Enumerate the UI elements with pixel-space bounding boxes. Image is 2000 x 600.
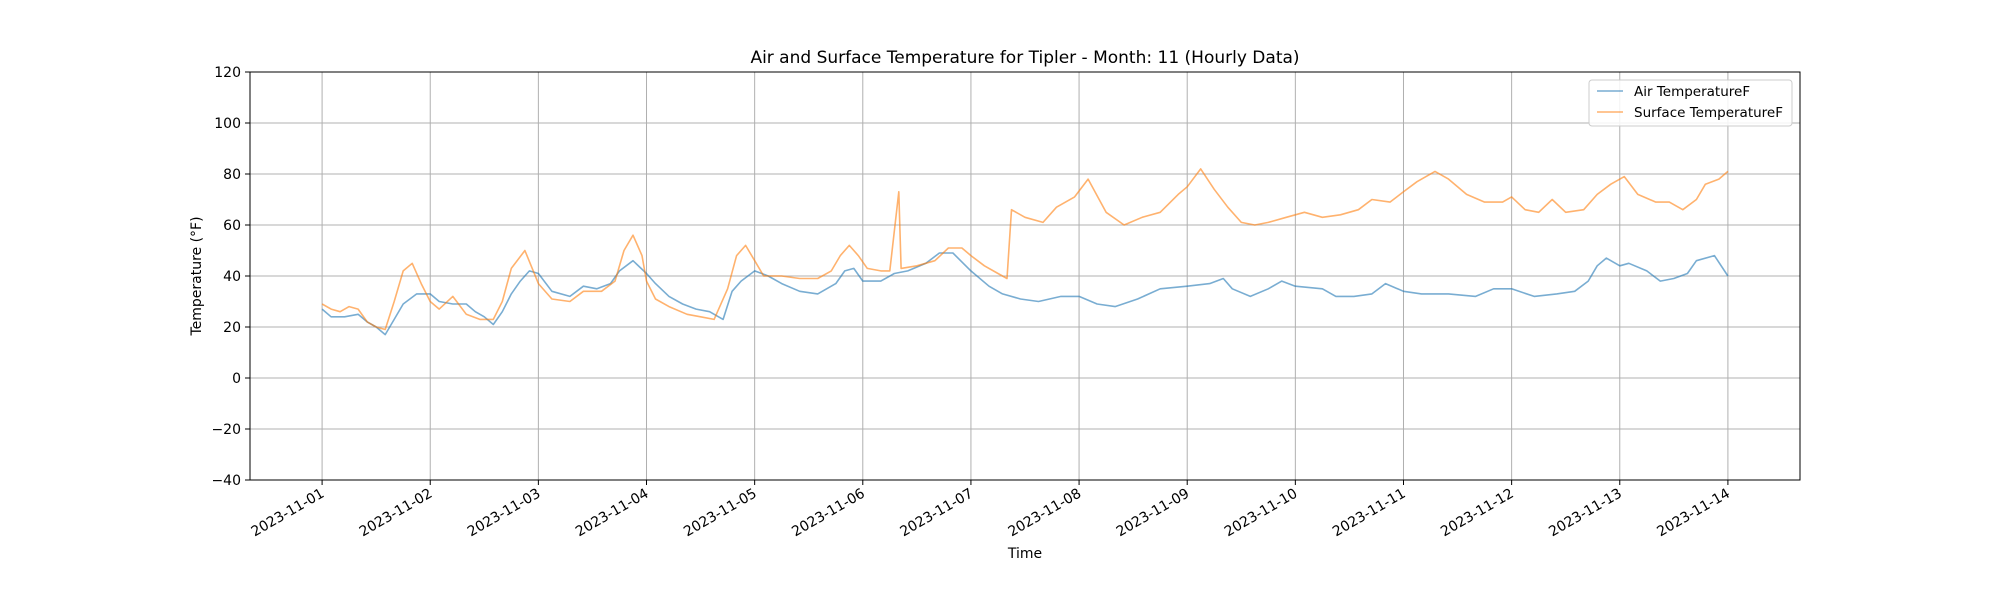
y-tick-label: 100 [214, 116, 241, 132]
y-tick-label: 60 [223, 218, 241, 234]
y-tick-label: −40 [211, 473, 241, 489]
y-tick-label: −20 [211, 422, 241, 438]
air-temperature-line [321, 252, 1729, 336]
legend-label-air: Air TemperatureF [1634, 84, 1750, 100]
y-tick-label: 40 [223, 269, 241, 285]
series-lines [321, 168, 1729, 336]
y-tick-label: 120 [214, 65, 241, 81]
y-tick-label: 0 [232, 371, 241, 387]
surface-temperature-line [321, 168, 1729, 331]
legend-label-surface: Surface TemperatureF [1634, 105, 1783, 121]
y-tick-label: 20 [223, 320, 241, 336]
legend: Air TemperatureF Surface TemperatureF [1588, 79, 1793, 127]
x-axis-label: Time [1007, 546, 1042, 562]
y-axis-label: Temperature (°F) [189, 216, 205, 336]
legend-box [1588, 79, 1793, 127]
chart-title: Air and Surface Temperature for Tipler -… [750, 48, 1299, 68]
y-tick-label: 80 [223, 167, 241, 183]
